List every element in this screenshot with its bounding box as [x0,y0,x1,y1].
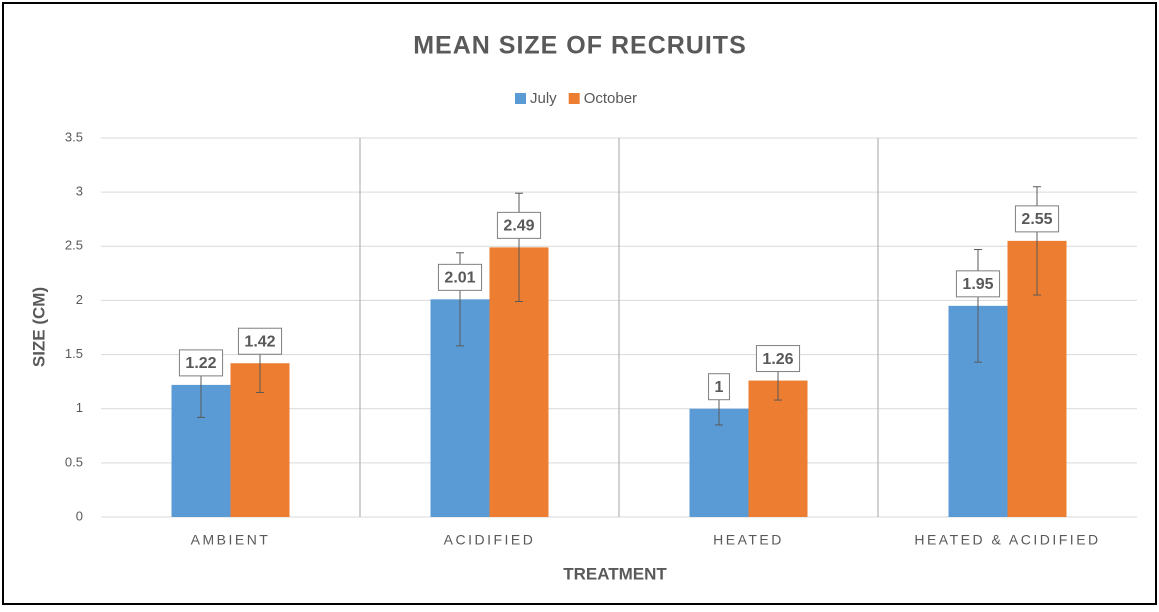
data-label: 1.22 [185,355,216,372]
y-tick-label: 3.5 [65,129,83,144]
y-tick-label: 0.5 [65,454,83,469]
data-label: 2.01 [444,270,475,287]
error-bar [974,249,982,363]
x-tick-label: AMBIENT [191,532,271,548]
legend-swatch [568,93,580,104]
chart-title: MEAN SIZE OF RECRUITS [413,32,747,60]
y-tick-label: 1 [76,400,83,415]
data-label-box [178,349,224,377]
data-label: 1 [715,379,724,396]
x-tick-label: HEATED & ACIDIFIED [914,532,1100,548]
error-bar [1033,186,1041,296]
legend-label: July [530,90,557,107]
x-tick-label: ACIDIFIED [444,532,536,548]
data-label-box [237,327,283,355]
y-tick-label: 0 [76,508,83,523]
x-axis-label: TREATMENT [563,564,667,583]
error-bar [515,192,523,303]
bar [748,380,808,517]
y-tick-label: 1.5 [65,346,83,361]
x-tick-label: HEATED [713,532,784,548]
data-label-box [708,373,730,401]
data-label-box [755,345,801,373]
y-axis-label: SIZE (CM) [29,287,48,367]
legend-label: October [584,90,637,107]
data-label-box [1014,205,1060,233]
bar [689,408,749,517]
data-label-box [955,270,1001,298]
legend-swatch [515,93,526,104]
y-tick-label: 2 [76,292,83,307]
data-label: 1.95 [962,276,993,293]
y-tick-label: 3 [76,184,83,199]
data-label-box [496,211,542,239]
data-label: 2.49 [503,218,534,235]
data-label: 1.42 [244,333,275,350]
data-label: 2.55 [1021,211,1052,228]
y-tick-label: 2.5 [65,238,83,253]
data-label-box [437,263,483,291]
data-label: 1.26 [762,351,793,368]
